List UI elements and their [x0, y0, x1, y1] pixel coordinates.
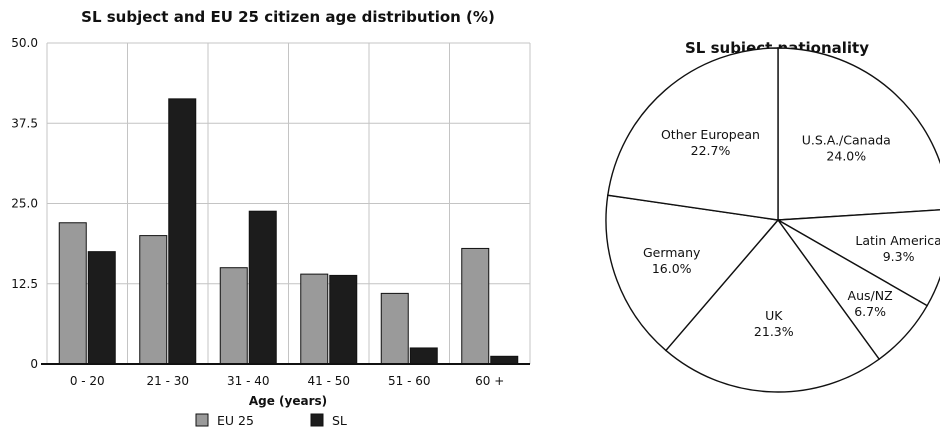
legend-swatch: [310, 413, 324, 427]
legend-label: EU 25: [217, 413, 254, 428]
bar-chart-grid: [46, 42, 531, 364]
bar-eu25: [461, 247, 490, 365]
x-tick-label: 41 - 50: [308, 374, 351, 388]
bar-sl: [248, 210, 277, 365]
pie-slice-label: Latin America: [855, 233, 940, 248]
x-tick-label: 60 +: [475, 374, 504, 388]
pie-slice-label: UK: [765, 308, 783, 323]
pie-slice-value: 16.0%: [652, 261, 692, 276]
y-tick-label: 50.0: [11, 36, 38, 50]
legend-label: SL: [332, 413, 347, 428]
x-tick-label: 0 - 20: [70, 374, 105, 388]
y-tick-label: 0: [30, 357, 38, 371]
pie-slice: [775, 209, 940, 307]
y-tick-label: 37.5: [11, 116, 38, 130]
pie-slice-label: Other European: [661, 127, 760, 142]
bar-eu25: [300, 273, 329, 365]
bar-sl: [329, 274, 358, 365]
legend-swatch: [195, 413, 209, 427]
pie-slice-label: Germany: [643, 245, 701, 260]
pie-slice-value: 6.7%: [854, 304, 886, 319]
x-tick-label: 21 - 30: [147, 374, 190, 388]
x-tick-label: 31 - 40: [227, 374, 270, 388]
bar-chart-title: SL subject and EU 25 citizen age distrib…: [81, 8, 495, 26]
x-tick-label: 51 - 60: [388, 374, 431, 388]
pie-slice: [777, 47, 940, 221]
bar-sl: [168, 98, 197, 365]
pie-slice-value: 22.7%: [691, 143, 731, 158]
pie-slice-value: 9.3%: [883, 249, 915, 264]
bar-eu25: [58, 222, 87, 365]
bar-eu25: [219, 267, 248, 365]
bar-eu25: [139, 235, 168, 365]
bar-sl: [409, 347, 438, 365]
pie-slice-value: 21.3%: [754, 324, 794, 339]
bar-chart-bars: [58, 98, 519, 365]
pie-slice-value: 24.0%: [826, 148, 866, 163]
bar-sl: [87, 251, 116, 365]
y-tick-label: 25.0: [11, 197, 38, 211]
bar-chart-legend: EU 25 SL: [195, 413, 347, 428]
pie-slice-label: U.S.A./Canada: [802, 132, 891, 147]
bar-eu25: [380, 292, 409, 365]
bar-sl: [490, 355, 519, 365]
bar-chart-axes: 0 12.5 25.0 37.5 50.0 0 - 20 21 - 30 31 - 40 41 …: [11, 36, 530, 388]
pie-slice: [606, 47, 779, 221]
y-tick-label: 12.5: [11, 277, 38, 291]
pie-slice: [664, 218, 881, 393]
pie-slice: [605, 194, 780, 352]
x-axis-label: Age (years): [249, 394, 327, 408]
pie-slice-label: Aus/NZ: [848, 288, 893, 303]
